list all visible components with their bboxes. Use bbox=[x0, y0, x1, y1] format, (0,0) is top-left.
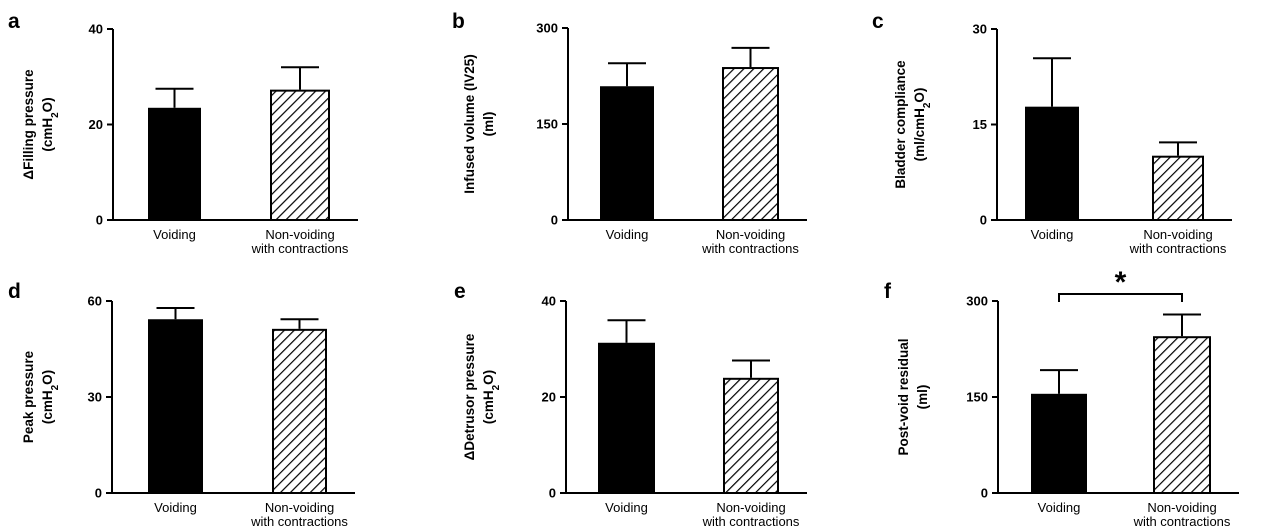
panel-label: a bbox=[8, 10, 20, 33]
y-axis-label: (ml) bbox=[481, 112, 496, 137]
y-tick-label: 30 bbox=[88, 390, 102, 405]
y-tick-label: 150 bbox=[536, 117, 558, 132]
panel-label: c bbox=[872, 10, 884, 33]
y-axis-label: Post-void residual bbox=[896, 338, 911, 455]
panel-label: d bbox=[8, 280, 21, 303]
y-tick-label: 60 bbox=[88, 294, 102, 309]
x-tick-label: Voiding bbox=[1038, 500, 1081, 515]
y-tick-label: 150 bbox=[966, 390, 988, 405]
x-tick-label: with contractions bbox=[702, 514, 800, 529]
bar bbox=[723, 377, 779, 494]
x-tick-label: Voiding bbox=[1031, 227, 1074, 242]
y-axis-label: ΔDetrusor pressure bbox=[462, 333, 477, 460]
bar bbox=[272, 328, 327, 494]
x-tick-label: Voiding bbox=[605, 500, 648, 515]
panel-label: b bbox=[452, 10, 465, 33]
bar bbox=[1153, 336, 1211, 495]
x-tick-label: with contractions bbox=[1129, 241, 1227, 256]
x-tick-label: Non-voiding bbox=[716, 227, 785, 242]
x-tick-label: Non-voiding bbox=[1147, 500, 1216, 515]
y-axis-label: ΔFilling pressure bbox=[21, 69, 36, 180]
x-tick-label: with contractions bbox=[1133, 514, 1231, 529]
y-axis-label: Bladder compliance bbox=[893, 60, 908, 189]
y-tick-label: 300 bbox=[966, 294, 988, 309]
y-tick-label: 30 bbox=[973, 22, 987, 37]
y-axis-label: Infused volume (IV25) bbox=[462, 54, 477, 194]
y-tick-label: 0 bbox=[551, 213, 558, 228]
y-tick-label: 300 bbox=[536, 21, 558, 36]
y-tick-label: 20 bbox=[542, 390, 556, 405]
panel-label: f bbox=[884, 280, 892, 303]
y-tick-label: 0 bbox=[981, 486, 988, 501]
x-tick-label: Non-voiding bbox=[1143, 227, 1212, 242]
x-tick-label: Voiding bbox=[606, 227, 649, 242]
x-tick-label: Non-voiding bbox=[265, 227, 334, 242]
bar bbox=[1152, 155, 1204, 222]
bar bbox=[1031, 393, 1087, 493]
y-axis-label: (ml) bbox=[915, 385, 930, 410]
bar bbox=[1025, 106, 1079, 220]
x-tick-label: with contractions bbox=[251, 241, 349, 256]
bar bbox=[148, 107, 201, 220]
y-axis-label: (cmH2O) bbox=[40, 97, 61, 151]
bar bbox=[270, 89, 330, 221]
bar bbox=[722, 67, 779, 222]
x-tick-label: Voiding bbox=[153, 227, 196, 242]
y-tick-label: 15 bbox=[973, 117, 987, 132]
y-tick-label: 40 bbox=[89, 22, 103, 37]
y-tick-label: 20 bbox=[89, 117, 103, 132]
significance-marker: * bbox=[1115, 266, 1127, 299]
significance-bracket bbox=[1058, 293, 1183, 302]
y-tick-label: 40 bbox=[542, 294, 556, 309]
y-axis-label: (cmH2O) bbox=[481, 370, 502, 424]
panel-label: e bbox=[454, 280, 466, 303]
x-tick-label: Non-voiding bbox=[716, 500, 785, 515]
y-axis-label: (ml/cmH2O) bbox=[912, 88, 933, 162]
y-tick-label: 0 bbox=[549, 486, 556, 501]
x-tick-label: Voiding bbox=[154, 500, 197, 515]
x-tick-label: Non-voiding bbox=[265, 500, 334, 515]
bar bbox=[148, 319, 203, 493]
bar bbox=[600, 86, 654, 221]
y-tick-label: 0 bbox=[95, 486, 102, 501]
y-tick-label: 0 bbox=[980, 213, 987, 228]
bar bbox=[598, 342, 655, 493]
x-tick-label: with contractions bbox=[701, 241, 799, 256]
x-tick-label: with contractions bbox=[250, 514, 348, 529]
y-axis-label: Peak pressure bbox=[21, 350, 36, 443]
y-tick-label: 0 bbox=[96, 213, 103, 228]
y-axis-label: (cmH2O) bbox=[40, 370, 61, 424]
